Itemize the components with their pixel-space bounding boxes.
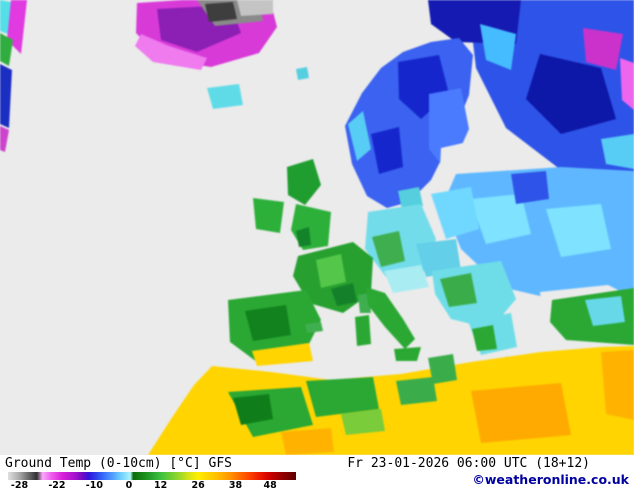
map-region-atlas-green-east: [306, 377, 379, 417]
map-region-iceland-pink-coast: [135, 34, 207, 70]
legend-ticks: -28 -22 -10 0 12 26 38 48: [8, 480, 296, 491]
footer: Ground Temp (0-10cm) [°C] GFS Fr 23-01-2…: [0, 455, 634, 491]
map-region-tunisia-green: [428, 354, 457, 384]
legend-tick-12: 12: [154, 480, 168, 491]
legend-tick--28: -28: [10, 480, 29, 491]
map-region-africa-light-green: [341, 409, 385, 435]
map-region-africa-orange-south: [281, 428, 334, 455]
map-region-ireland: [253, 198, 284, 233]
footer-caption-row: Ground Temp (0-10cm) [°C] GFS Fr 23-01-2…: [0, 455, 634, 471]
map-region-germany-green: [372, 231, 405, 267]
map-region-baltic-coast-cyan: [431, 187, 479, 239]
map-region-alps-pale: [384, 265, 429, 293]
map-region-greenland-magenta-south: [0, 126, 9, 152]
map-region-east-cyan-2: [546, 204, 611, 257]
map-region-iberia-yellow-south: [252, 343, 313, 366]
map-region-czech-cyan: [416, 239, 461, 277]
map-region-iceland-gray-light: [237, 0, 273, 16]
map-region-greece-green: [472, 325, 497, 351]
map-land-group: [0, 0, 634, 455]
map-area: [0, 0, 634, 455]
map-region-russia-cyan: [480, 24, 516, 70]
map-region-greenland-navy: [0, 64, 12, 128]
map-region-sardinia: [355, 315, 371, 346]
map-region-east-cyan-3: [601, 134, 634, 169]
map-region-france-light-green: [316, 254, 346, 288]
map-region-england: [291, 204, 331, 250]
map-svg: [0, 0, 634, 455]
map-region-wales-dark-green: [296, 227, 311, 247]
map-region-iceland-cyan-south: [207, 84, 243, 109]
map-region-faroe: [296, 67, 309, 80]
map-region-norway-cyan-coast: [348, 111, 371, 161]
legend-tick-26: 26: [191, 480, 205, 491]
map-region-balkans-green: [440, 273, 477, 307]
map-region-denmark: [398, 187, 423, 210]
copyright-link[interactable]: ©weatheronline.co.uk: [472, 472, 629, 487]
legend-tick--22: -22: [48, 480, 66, 491]
map-region-scandinavia-dark-south: [371, 127, 403, 174]
temperature-legend: -28 -22 -10 0 12 26 38 48: [8, 472, 296, 491]
map-region-iberia-dark-green: [245, 305, 291, 341]
map-title: Ground Temp (0-10cm) [°C] GFS: [5, 456, 232, 471]
map-region-turkey-cyan: [585, 296, 625, 326]
legend-tick-38: 38: [228, 480, 243, 491]
map-region-iceland-glacier-dark: [205, 2, 237, 22]
map-region-italy: [366, 287, 415, 349]
legend-tick-0: 0: [125, 480, 133, 491]
map-region-east-blue-spot: [511, 171, 549, 204]
map-region-balearics: [305, 322, 323, 333]
map-region-sicily: [394, 347, 421, 361]
map-region-scotland: [287, 159, 321, 205]
map-region-algeria-green: [396, 377, 437, 405]
map-region-france-dark-green: [331, 283, 357, 306]
map-region-sweden-blue: [429, 88, 469, 174]
map-region-russia-pink-edge: [620, 58, 634, 110]
map-region-greenland-green: [0, 33, 13, 66]
map-region-africa-orange-right-edge: [601, 350, 634, 420]
map-region-russia-navy: [526, 54, 616, 134]
legend-tick--10: -10: [85, 480, 103, 491]
map-region-africa-orange-east: [471, 383, 571, 443]
map-region-russia-magenta: [583, 28, 623, 70]
legend-tick-48: 48: [263, 480, 277, 491]
map-datetime: Fr 23-01-2026 06:00 UTC (18+12): [347, 456, 590, 471]
legend-bar: [8, 472, 296, 480]
map-region-east-cyan-1: [470, 194, 531, 244]
map-region-morocco-dark-green: [233, 394, 273, 425]
